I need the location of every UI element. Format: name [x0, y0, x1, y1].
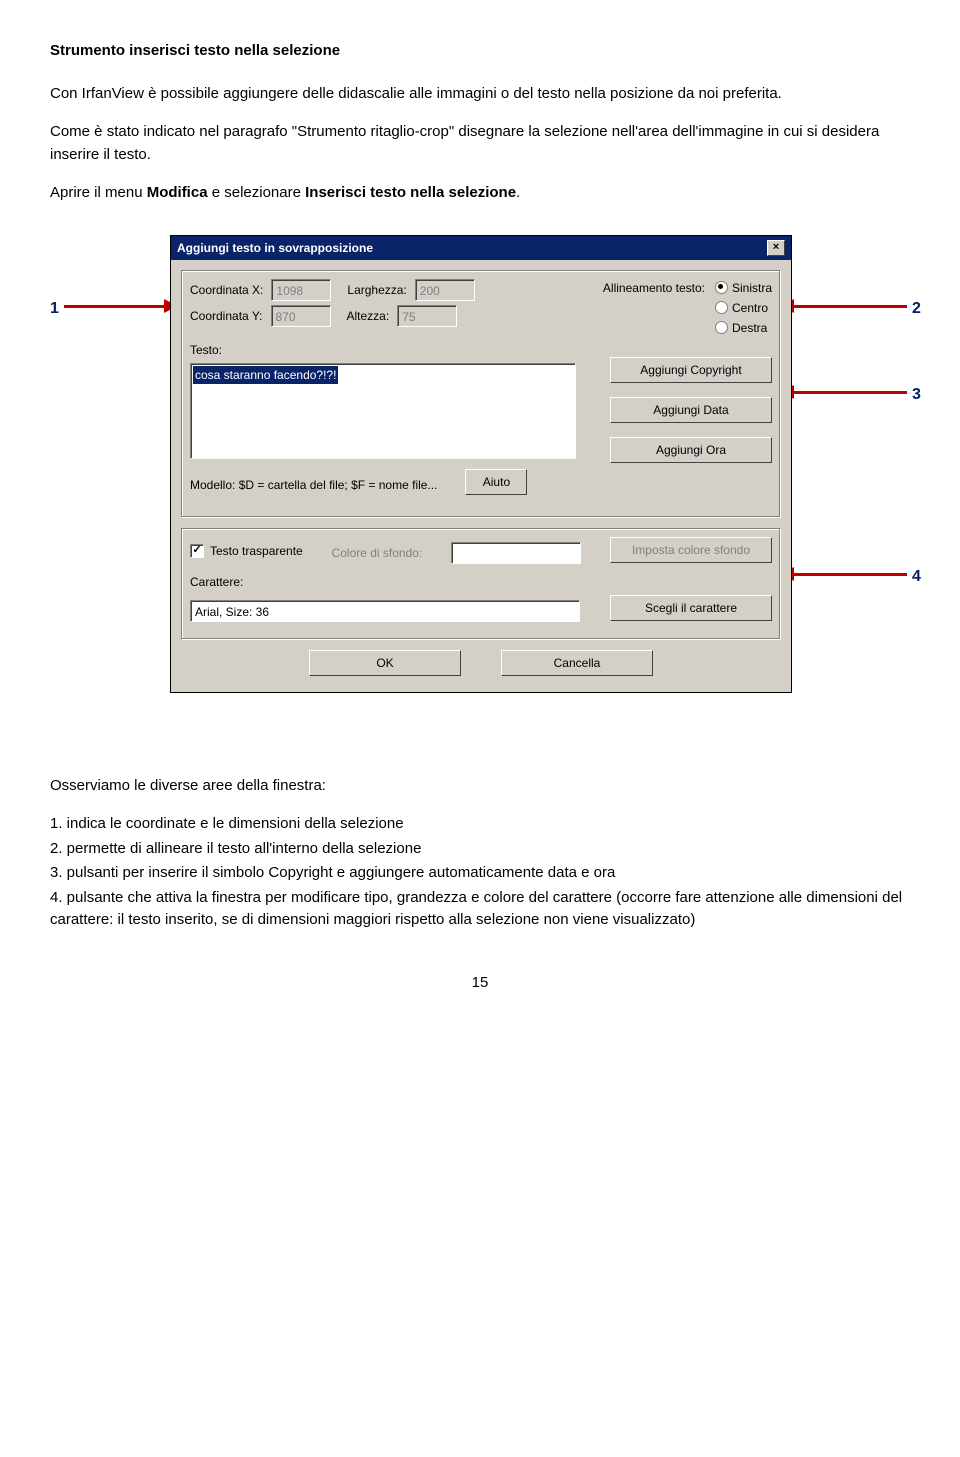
page-number: 15 — [50, 972, 910, 995]
group-coordinates-text: Coordinata X: 1098 Larghezza: 200 Coordi… — [181, 270, 781, 518]
button-bgcolor[interactable]: Imposta colore sfondo — [610, 537, 772, 563]
radio-sinistra[interactable]: Sinistra — [715, 279, 772, 297]
arrow-2-line — [792, 305, 907, 308]
input-width: 200 — [415, 279, 475, 301]
label-width: Larghezza: — [347, 281, 406, 299]
p3-bold-modifica: Modifica — [147, 184, 208, 201]
list-item-1: 1. indica le coordinate e le dimensioni … — [50, 813, 910, 836]
list-item-3: 3. pulsanti per inserire il simbolo Copy… — [50, 862, 910, 885]
label-height: Altezza: — [347, 307, 390, 325]
paragraph-1: Con IrfanView è possibile aggiungere del… — [50, 83, 910, 106]
dialog-window: Aggiungi testo in sovrapposizione × Coor… — [170, 235, 792, 693]
checkbox-transparent[interactable]: ✓ — [190, 544, 204, 558]
page-title: Strumento inserisci testo nella selezion… — [50, 40, 910, 63]
p3-text-e: . — [516, 184, 520, 201]
input-font: Arial, Size: 36 — [190, 600, 580, 622]
list-item-4: 4. pulsante che attiva la finestra per m… — [50, 887, 910, 932]
list-item-2: 2. permette di allineare il testo all'in… — [50, 838, 910, 861]
label-transparent: Testo trasparente — [210, 542, 303, 560]
button-ok[interactable]: OK — [309, 650, 461, 676]
arrow-3-line — [792, 391, 907, 394]
callout-1: 1 — [50, 297, 59, 321]
close-button[interactable]: × — [767, 240, 785, 256]
p3-text-a: Aprire il menu — [50, 184, 147, 201]
textarea-content: cosa staranno facendo?!?! — [193, 366, 338, 384]
callout-3: 3 — [912, 383, 921, 407]
figure-container: 1 2 3 4 Aggiungi testo in sovrapposizion… — [50, 235, 910, 715]
radio-label-sinistra: Sinistra — [732, 279, 772, 297]
paragraph-3: Aprire il menu Modifica e selezionare In… — [50, 182, 910, 205]
label-model: Modello: $D = cartella del file; $F = no… — [190, 476, 437, 494]
callout-4: 4 — [912, 565, 921, 589]
button-add-time[interactable]: Aggiungi Ora — [610, 437, 772, 463]
arrow-4-line — [792, 573, 907, 576]
label-testo: Testo: — [190, 341, 222, 359]
radio-label-centro: Centro — [732, 299, 768, 317]
group-style: ✓ Testo trasparente Colore di sfondo: Im… — [181, 528, 781, 640]
button-cancel[interactable]: Cancella — [501, 650, 653, 676]
input-bgcolor — [451, 542, 581, 564]
callout-2: 2 — [912, 297, 921, 321]
dialog-title: Aggiungi testo in sovrapposizione — [177, 239, 373, 257]
dialog-titlebar: Aggiungi testo in sovrapposizione × — [171, 236, 791, 260]
textarea-testo[interactable]: cosa staranno facendo?!?! — [190, 363, 576, 459]
input-height: 75 — [397, 305, 457, 327]
label-coord-y: Coordinata Y: — [190, 307, 263, 325]
p3-text-c: e selezionare — [208, 184, 306, 201]
button-add-copyright[interactable]: Aggiungi Copyright — [610, 357, 772, 383]
arrow-1-line — [64, 305, 166, 308]
button-add-date[interactable]: Aggiungi Data — [610, 397, 772, 423]
radio-icon — [715, 301, 728, 314]
observe-intro: Osserviamo le diverse aree della finestr… — [50, 775, 910, 798]
radio-icon — [715, 281, 728, 294]
paragraph-2: Come è stato indicato nel paragrafo "Str… — [50, 121, 910, 166]
button-choose-font[interactable]: Scegli il carattere — [610, 595, 772, 621]
radio-centro[interactable]: Centro — [715, 299, 772, 317]
p3-bold-inserisci: Inserisci testo nella selezione — [305, 184, 516, 201]
label-bgcolor: Colore di sfondo: — [332, 544, 423, 562]
input-coord-y: 870 — [271, 305, 331, 327]
input-coord-x: 1098 — [271, 279, 331, 301]
button-help[interactable]: Aiuto — [465, 469, 527, 495]
label-font: Carattere: — [190, 573, 243, 591]
label-coord-x: Coordinata X: — [190, 281, 263, 299]
